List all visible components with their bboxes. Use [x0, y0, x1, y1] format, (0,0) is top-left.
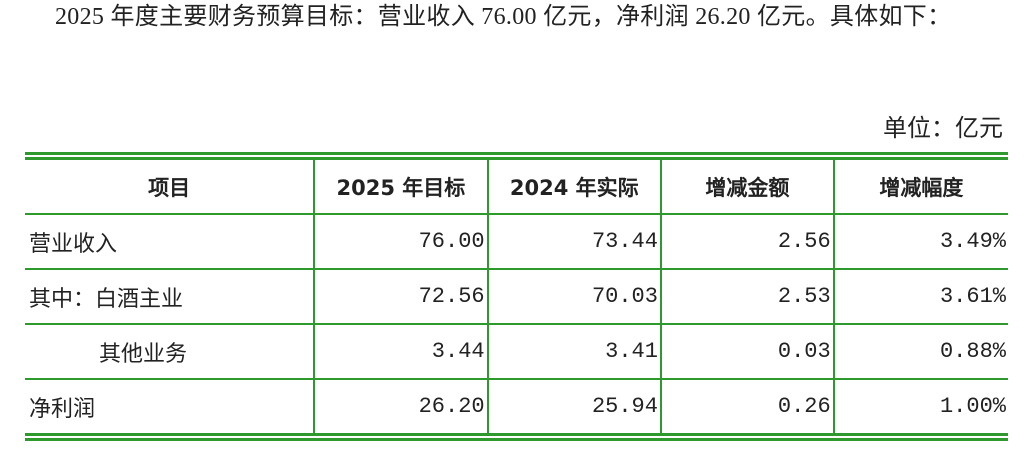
value-cell: 73.44: [486, 213, 662, 270]
header-cell: 增减幅度: [832, 155, 1008, 215]
value-cell: 3.61%: [832, 268, 1008, 325]
table-row: 其他业务 3.44 3.41 0.03 0.88%: [25, 323, 1008, 380]
table-row: 其中：白酒主业 72.56 70.03 2.53 3.61%: [25, 268, 1008, 325]
value-cell: 2.56: [659, 213, 835, 270]
value-cell: 76.00: [313, 213, 489, 270]
row-label: 净利润: [25, 378, 316, 438]
value-cell: 3.41: [486, 323, 662, 380]
row-label: 其中：白酒主业: [25, 268, 316, 325]
header-cell: 2025 年目标: [313, 155, 489, 215]
value-cell: 26.20: [313, 378, 489, 438]
value-cell: 0.88%: [832, 323, 1008, 380]
budget-table: 项目 2025 年目标 2024 年实际 增减金额 增减幅度 营业收入 76.00 73.4…: [25, 152, 1008, 441]
value-cell: 3.44: [313, 323, 489, 380]
header-row: 项目 2025 年目标 2024 年实际 增减金额 增减幅度: [25, 155, 1008, 215]
value-cell: 25.94: [486, 378, 662, 438]
value-cell: 1.00%: [832, 378, 1008, 438]
value-cell: 3.49%: [832, 213, 1008, 270]
header-cell: 2024 年实际: [486, 155, 662, 215]
value-cell: 0.03: [659, 323, 835, 380]
unit-label: 单位：亿元: [883, 116, 1003, 142]
table-body: 营业收入 76.00 73.44 2.56 3.49% 其中：白酒主业 72.56 70.03…: [25, 213, 1008, 438]
table-row: 营业收入 76.00 73.44 2.56 3.49%: [25, 213, 1008, 270]
value-cell: 2.53: [659, 268, 835, 325]
paragraph: 2025 年度主要财务预算目标：营业收入 76.00 亿元，净利润 26.20 …: [55, 4, 952, 30]
value-cell: 70.03: [486, 268, 662, 325]
header-cell: 增减金额: [659, 155, 835, 215]
table-row: 净利润 26.20 25.94 0.26 1.00%: [25, 378, 1008, 438]
value-cell: 72.56: [313, 268, 489, 325]
row-label: 其他业务: [25, 323, 316, 380]
value-cell: 0.26: [659, 378, 835, 438]
row-label: 营业收入: [25, 213, 316, 270]
header-cell: 项目: [25, 155, 316, 215]
